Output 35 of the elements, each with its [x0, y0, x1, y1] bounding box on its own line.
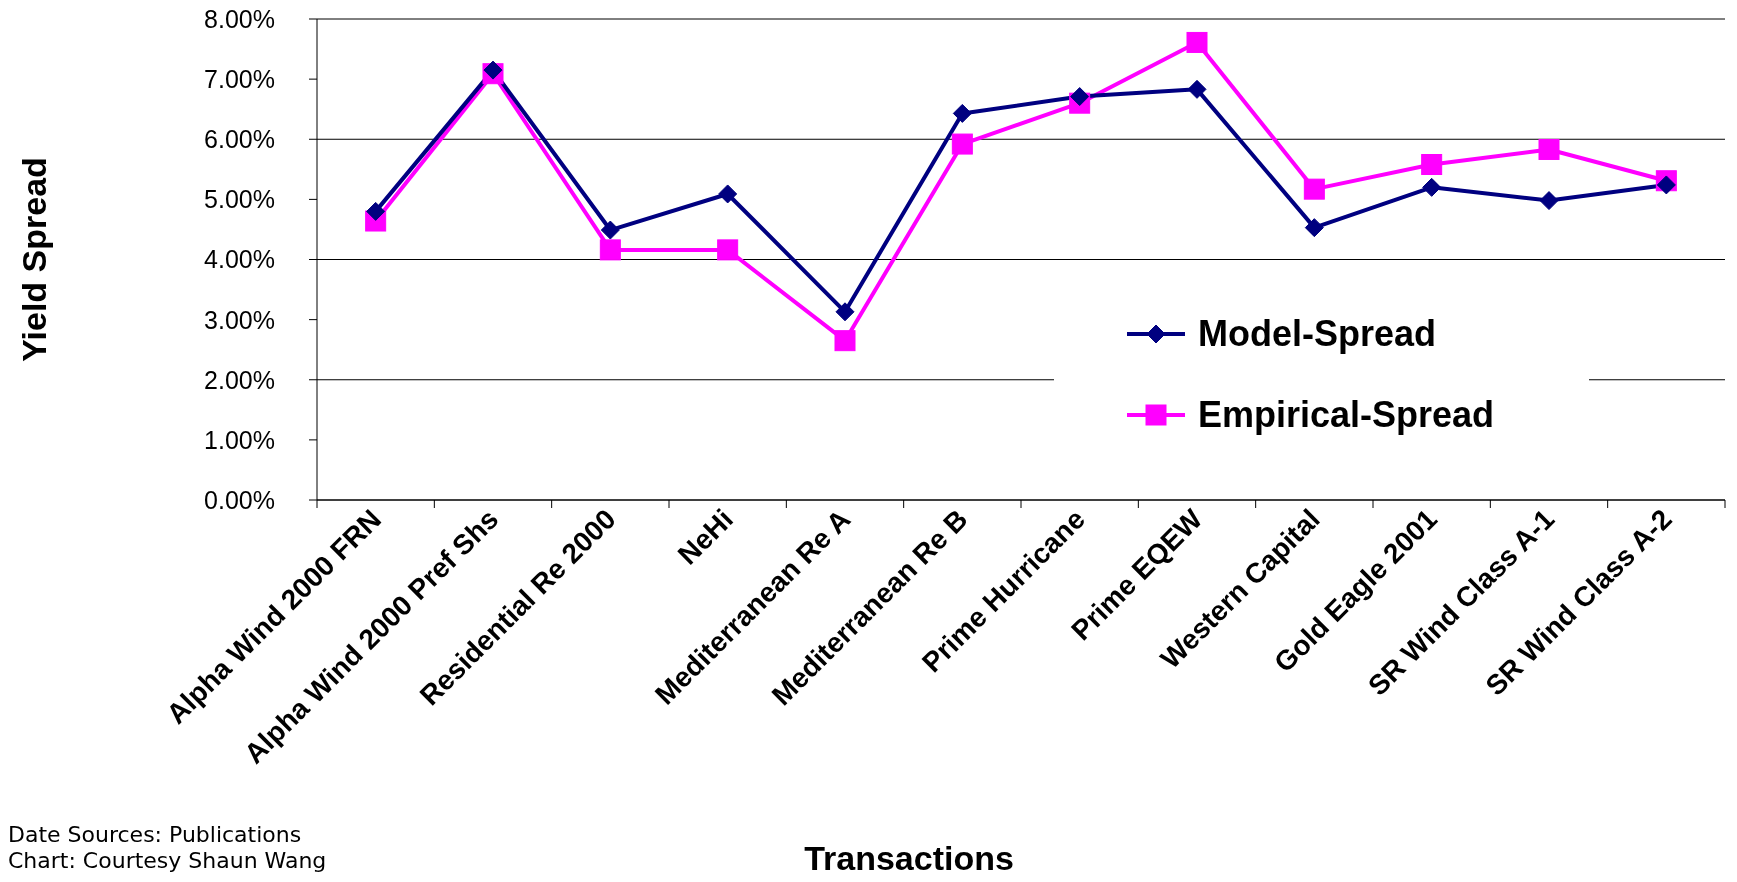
point — [718, 184, 738, 204]
legend-label: Empirical-Spread — [1198, 393, 1495, 436]
point — [366, 201, 386, 221]
y-tick-label: 3.00% — [204, 305, 275, 334]
point — [1304, 218, 1324, 238]
point — [951, 133, 973, 155]
legend-label: Model-Spread — [1198, 312, 1437, 355]
point — [1187, 79, 1207, 99]
y-tick-label: 7.00% — [204, 65, 275, 93]
point — [1303, 178, 1325, 200]
text: Date Sources: Publications — [8, 822, 303, 848]
y-tick-label: 6.00% — [204, 125, 275, 154]
point — [1656, 175, 1676, 195]
point — [835, 302, 855, 322]
point — [717, 239, 739, 261]
y-tick-label: 1.00% — [204, 425, 275, 454]
y-tick-label: 2.00% — [204, 365, 275, 394]
y-tick-label: 4.00% — [204, 245, 275, 274]
point — [1422, 177, 1442, 197]
y-tick-label: 5.00% — [204, 185, 275, 214]
text: Chart: Courtesy Shaun Wang — [8, 848, 327, 874]
x-axis-title: Transactions — [804, 839, 1014, 877]
point — [1539, 191, 1559, 211]
y-tick-label: 0.00% — [204, 485, 275, 514]
y-tick-label: 8.00% — [204, 4, 275, 33]
point — [1538, 138, 1560, 160]
point — [599, 239, 621, 261]
point — [600, 220, 620, 240]
point — [1421, 154, 1443, 175]
point — [834, 330, 856, 352]
y-axis-title: Yield Spread — [15, 157, 53, 362]
point — [952, 103, 972, 123]
point — [483, 60, 503, 80]
point — [1186, 31, 1208, 53]
point — [1070, 87, 1090, 107]
